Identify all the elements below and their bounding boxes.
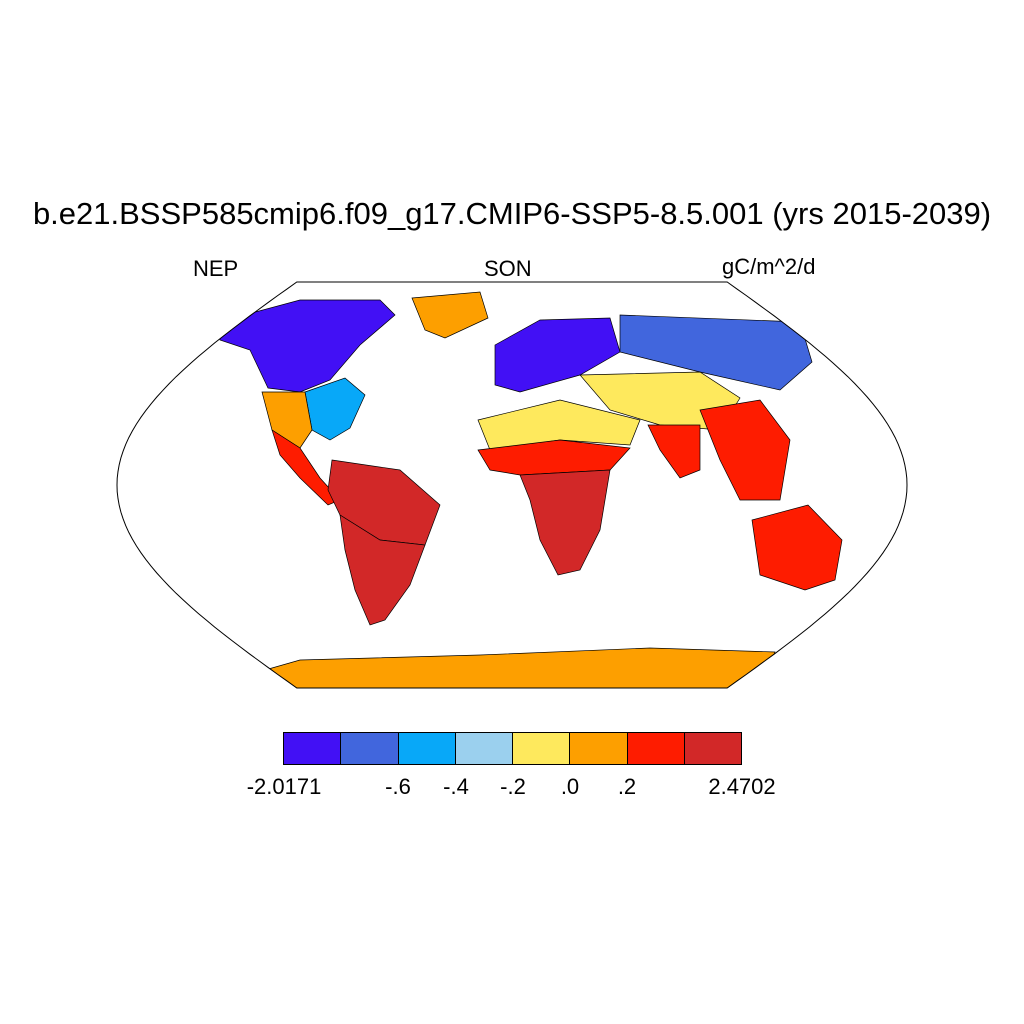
colorbar-label: 2.4702 [708, 774, 776, 799]
land-region [519, 469, 611, 576]
colorbar-label: -.2 [500, 774, 526, 799]
colorbar-box [284, 733, 342, 764]
colorbar-label: -.4 [443, 774, 469, 799]
map-boundary [116, 281, 908, 689]
units-label: gC/m^2/d [722, 254, 816, 279]
colorbar-box [684, 733, 741, 764]
colorbar [283, 732, 742, 765]
land-region [494, 317, 621, 393]
land-region [339, 514, 426, 626]
land-region [699, 399, 791, 501]
colorbar-box [627, 733, 685, 764]
colorbar-box [341, 733, 399, 764]
colorbar-box [398, 733, 456, 764]
variable-label: NEP [193, 256, 239, 281]
colorbar-box [455, 733, 513, 764]
season-label: SON [484, 256, 532, 281]
colorbar-label: -.6 [385, 774, 411, 799]
land-region [257, 647, 776, 688]
land-region [304, 377, 366, 441]
colorbar-box [513, 733, 571, 764]
land-region [217, 299, 396, 393]
colorbar-label: .0 [560, 774, 580, 799]
colorbar-label: .2 [617, 774, 637, 799]
land-region [647, 424, 701, 479]
land-region [261, 391, 313, 449]
colorbar-box [570, 733, 628, 764]
page-title: b.e21.BSSP585cmip6.f09_g17.CMIP6-SSP5-8.… [32, 196, 992, 231]
land-region [411, 291, 489, 339]
colorbar-label: -2.0171 [246, 774, 322, 799]
land-region [751, 504, 843, 591]
